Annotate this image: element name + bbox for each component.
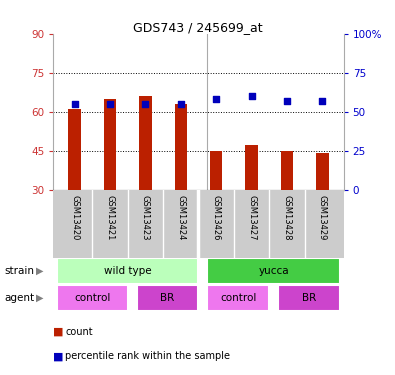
Text: wild type: wild type bbox=[104, 266, 152, 276]
Text: ▶: ▶ bbox=[36, 293, 44, 303]
Point bbox=[248, 93, 255, 99]
Text: GSM13427: GSM13427 bbox=[247, 195, 256, 240]
Bar bbox=[137, 285, 199, 311]
Text: count: count bbox=[65, 327, 93, 337]
Bar bbox=[57, 258, 199, 284]
Point bbox=[284, 98, 290, 104]
Bar bbox=[68, 109, 81, 189]
Text: GSM13428: GSM13428 bbox=[282, 195, 292, 240]
Bar bbox=[57, 285, 128, 311]
Text: GSM13426: GSM13426 bbox=[212, 195, 221, 240]
Point bbox=[319, 98, 325, 104]
Bar bbox=[207, 258, 340, 284]
Bar bbox=[245, 146, 258, 189]
Bar bbox=[139, 96, 152, 189]
Text: control: control bbox=[220, 293, 256, 303]
Bar bbox=[175, 104, 187, 189]
Text: percentile rank within the sample: percentile rank within the sample bbox=[65, 351, 230, 361]
Text: agent: agent bbox=[4, 293, 34, 303]
Point bbox=[213, 96, 219, 102]
Point bbox=[71, 101, 78, 107]
Text: yucca: yucca bbox=[258, 266, 289, 276]
Text: GSM13424: GSM13424 bbox=[176, 195, 185, 240]
Bar bbox=[281, 151, 293, 189]
Text: ■: ■ bbox=[53, 327, 64, 337]
Text: GSM13429: GSM13429 bbox=[318, 195, 327, 240]
Text: ■: ■ bbox=[53, 351, 64, 361]
Point bbox=[142, 101, 149, 107]
Text: GSM13421: GSM13421 bbox=[105, 195, 115, 240]
Text: BR: BR bbox=[302, 293, 316, 303]
Text: ▶: ▶ bbox=[36, 266, 44, 276]
Bar bbox=[278, 285, 340, 311]
Text: GSM13423: GSM13423 bbox=[141, 195, 150, 240]
Bar bbox=[104, 99, 116, 189]
Bar bbox=[207, 285, 269, 311]
Point bbox=[107, 101, 113, 107]
Bar bbox=[210, 151, 222, 189]
Text: GDS743 / 245699_at: GDS743 / 245699_at bbox=[133, 21, 262, 34]
Bar bbox=[316, 153, 329, 189]
Text: GSM13420: GSM13420 bbox=[70, 195, 79, 240]
Point bbox=[178, 101, 184, 107]
Text: strain: strain bbox=[4, 266, 34, 276]
Text: control: control bbox=[74, 293, 111, 303]
Text: BR: BR bbox=[160, 293, 175, 303]
